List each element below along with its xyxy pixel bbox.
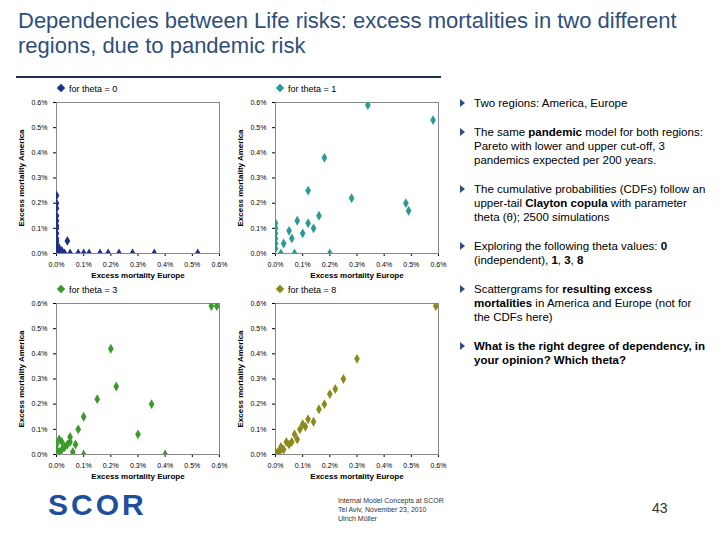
svg-text:0.4%: 0.4% — [157, 261, 173, 268]
svg-text:0.1%: 0.1% — [76, 261, 92, 268]
svg-text:0.6%: 0.6% — [32, 300, 48, 307]
svg-text:0.3%: 0.3% — [32, 375, 48, 382]
svg-text:0.5%: 0.5% — [251, 124, 267, 131]
svg-text:0.3%: 0.3% — [251, 375, 267, 382]
svg-text:0.0%: 0.0% — [49, 261, 65, 268]
svg-text:0.5%: 0.5% — [32, 124, 48, 131]
svg-text:0.2%: 0.2% — [251, 400, 267, 407]
svg-text:0.1%: 0.1% — [251, 225, 267, 232]
svg-text:0.2%: 0.2% — [103, 462, 119, 469]
svg-text:0.1%: 0.1% — [76, 462, 92, 469]
html-text:The same pandemic model for bo: The same pandemic model for both regions… — [474, 126, 703, 166]
svg-text:Excess mortality America: Excess mortality America — [17, 129, 26, 227]
html-text:for theta = 1: for theta = 1 — [288, 84, 337, 94]
svg-text:0.3%: 0.3% — [130, 261, 146, 268]
svg-text:0.1%: 0.1% — [295, 261, 311, 268]
svg-text:Excess mortality Europe: Excess mortality Europe — [91, 472, 185, 481]
svg-text:0.5%: 0.5% — [184, 462, 200, 469]
svg-text:0.3%: 0.3% — [130, 462, 146, 469]
svg-text:0.4%: 0.4% — [376, 261, 392, 268]
svg-text:0.5%: 0.5% — [251, 325, 267, 332]
svg-text:Excess mortality Europe: Excess mortality Europe — [310, 271, 404, 280]
html-text:(independent), 1, 3, 8: (independent), 1, 3, 8 — [474, 254, 584, 266]
svg-text:0.0%: 0.0% — [251, 250, 267, 257]
html-text:for theta = 8: for theta = 8 — [288, 285, 337, 295]
svg-text:0.0%: 0.0% — [268, 462, 284, 469]
html-text:Two regions: America, Europe: Two regions: America, Europe — [474, 97, 628, 109]
svg-text:0.3%: 0.3% — [251, 174, 267, 181]
svg-text:0.4%: 0.4% — [32, 350, 48, 357]
svg-text:0.1%: 0.1% — [295, 462, 311, 469]
html-text:Internal Model Concepts at SCO: Internal Model Concepts at SCOR — [338, 497, 444, 504]
svg-text:0.6%: 0.6% — [212, 462, 228, 469]
svg-text:0.6%: 0.6% — [251, 99, 267, 106]
svg-text:0.6%: 0.6% — [212, 261, 228, 268]
html-text:for theta = 3: for theta = 3 — [69, 285, 118, 295]
svg-text:0.0%: 0.0% — [251, 451, 267, 458]
svg-text:Excess mortality America: Excess mortality America — [17, 330, 26, 428]
svg-text:0.6%: 0.6% — [431, 462, 447, 469]
svg-text:0.0%: 0.0% — [268, 261, 284, 268]
html-text:43: 43 — [652, 500, 668, 516]
svg-text:0.1%: 0.1% — [32, 426, 48, 433]
svg-text:0.5%: 0.5% — [32, 325, 48, 332]
svg-text:Excess mortality America: Excess mortality America — [236, 330, 245, 428]
svg-text:0.4%: 0.4% — [32, 149, 48, 156]
svg-text:0.2%: 0.2% — [251, 199, 267, 206]
svg-text:0.2%: 0.2% — [322, 261, 338, 268]
html-text:Ulrich Müller: Ulrich Müller — [338, 515, 377, 522]
svg-text:Excess mortality Europe: Excess mortality Europe — [91, 271, 185, 280]
html-text:Dependencies between Life risk: Dependencies between Life risks: excess … — [18, 8, 677, 58]
svg-text:0.6%: 0.6% — [431, 261, 447, 268]
html-text:Tel Aviv, November 23, 2010: Tel Aviv, November 23, 2010 — [338, 506, 427, 513]
svg-text:0.5%: 0.5% — [403, 261, 419, 268]
svg-text:0.0%: 0.0% — [49, 462, 65, 469]
html-text:SCOR: SCOR — [48, 488, 147, 521]
svg-text:0.1%: 0.1% — [32, 225, 48, 232]
svg-text:0.2%: 0.2% — [103, 261, 119, 268]
html-text:for theta = 0: for theta = 0 — [69, 84, 118, 94]
svg-text:0.1%: 0.1% — [251, 426, 267, 433]
svg-text:0.5%: 0.5% — [184, 261, 200, 268]
svg-text:Excess mortality Europe: Excess mortality Europe — [310, 472, 404, 481]
svg-text:0.4%: 0.4% — [157, 462, 173, 469]
svg-text:0.6%: 0.6% — [251, 300, 267, 307]
html-text:The cumulative probabilities (: The cumulative probabilities (CDFs) foll… — [474, 183, 706, 223]
html-text:Scattergrams for resulting exc: Scattergrams for resulting excess mortal… — [474, 283, 692, 323]
svg-text:0.0%: 0.0% — [32, 451, 48, 458]
svg-text:0.5%: 0.5% — [403, 462, 419, 469]
svg-text:0.6%: 0.6% — [32, 99, 48, 106]
svg-text:0.2%: 0.2% — [32, 400, 48, 407]
html-text:Exploring the following theta: Exploring the following theta values: 0 — [474, 240, 668, 252]
svg-text:0.3%: 0.3% — [349, 261, 365, 268]
svg-text:0.4%: 0.4% — [251, 350, 267, 357]
svg-text:0.3%: 0.3% — [32, 174, 48, 181]
svg-text:0.2%: 0.2% — [32, 199, 48, 206]
svg-text:0.2%: 0.2% — [322, 462, 338, 469]
svg-text:0.4%: 0.4% — [251, 149, 267, 156]
svg-text:0.0%: 0.0% — [32, 250, 48, 257]
svg-text:Excess mortality America: Excess mortality America — [236, 129, 245, 227]
svg-text:0.3%: 0.3% — [349, 462, 365, 469]
svg-text:0.4%: 0.4% — [376, 462, 392, 469]
html-text:What is the right degree of de: What is the right degree of dependency, … — [474, 340, 706, 366]
